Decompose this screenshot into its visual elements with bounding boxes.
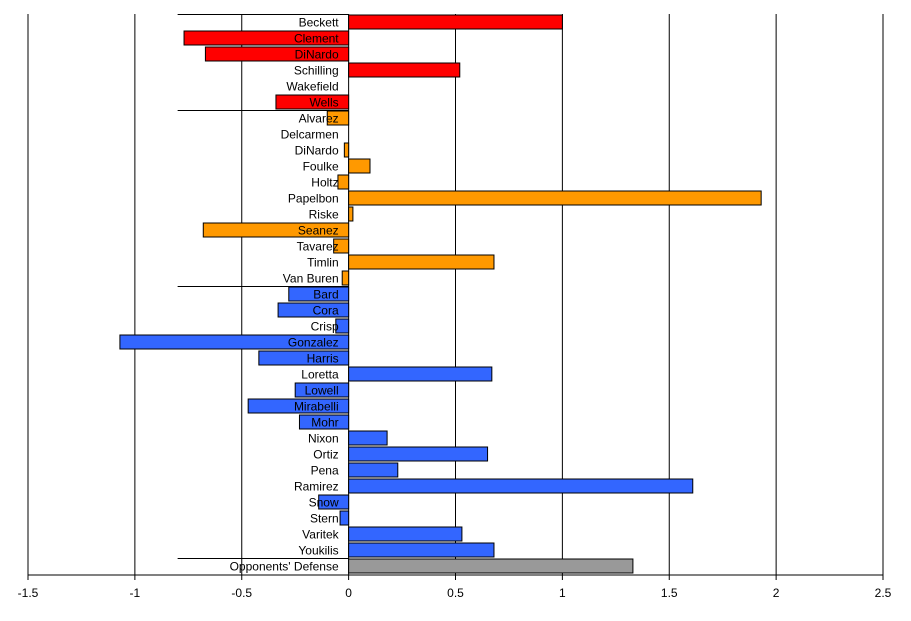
- category-label: Seanez: [298, 224, 339, 238]
- x-tick-label: -0.5: [231, 586, 252, 600]
- bar-mohr: [298, 414, 350, 430]
- bar-loretta: [348, 366, 493, 382]
- category-label: Ortiz: [313, 448, 338, 462]
- bar-ortiz: [348, 446, 489, 462]
- bar-ramirez: [348, 478, 694, 494]
- category-label: Riske: [309, 208, 339, 222]
- bar-lowell: [294, 382, 350, 398]
- bar-dinardo: [204, 46, 350, 62]
- x-tick-label: 1.5: [661, 586, 678, 600]
- x-tick-label: 0: [345, 586, 352, 600]
- bar-gonzalez: [119, 334, 350, 350]
- bar-timlin: [348, 254, 495, 270]
- category-label: Snow: [309, 496, 339, 510]
- bar-van-buren: [341, 270, 350, 286]
- bar-wells: [275, 94, 350, 110]
- bar-opponents-defense: [348, 558, 634, 574]
- bar-dinardo: [343, 142, 350, 158]
- category-label: Foulke: [303, 160, 339, 174]
- category-label: DiNardo: [295, 48, 339, 62]
- category-label: Pena: [311, 464, 339, 478]
- category-label: Stern: [310, 512, 339, 526]
- category-labels: Beckett Clement DiNardo Schilling Wakefield W…: [230, 16, 340, 574]
- bar-youkilis: [348, 542, 495, 558]
- category-label: Wells: [310, 96, 339, 110]
- bar-tavarez: [333, 238, 350, 254]
- bar-mirabelli: [247, 398, 350, 414]
- category-label: Lowell: [305, 384, 339, 398]
- bars: [119, 14, 762, 574]
- bar-pena: [348, 462, 399, 478]
- category-label: Gonzalez: [288, 336, 339, 350]
- category-label: Van Buren: [283, 272, 339, 286]
- category-label: Bard: [313, 288, 338, 302]
- bar-seanez: [202, 222, 350, 238]
- category-label: Delcarmen: [281, 128, 339, 142]
- group-separators: [177, 14, 349, 559]
- category-label: Mohr: [311, 416, 338, 430]
- bar-beckett: [348, 14, 563, 30]
- x-tick-label: -1.5: [18, 586, 39, 600]
- x-tick-label: 1: [559, 586, 566, 600]
- bar-schilling: [348, 62, 461, 78]
- category-label: Tavarez: [297, 240, 339, 254]
- category-label: Alvarez: [299, 112, 339, 126]
- category-label: Wakefield: [286, 80, 338, 94]
- category-label: Loretta: [301, 368, 339, 382]
- bar-harris: [258, 350, 350, 366]
- x-tick-label: -1: [130, 586, 141, 600]
- category-label: Schilling: [294, 64, 339, 78]
- bar-foulke: [348, 158, 371, 174]
- bar-snow: [318, 494, 350, 510]
- x-tick-label: 0.5: [447, 586, 464, 600]
- category-label: Harris: [307, 352, 339, 366]
- bar-riske: [348, 206, 354, 222]
- category-label: Mirabelli: [294, 400, 339, 414]
- category-label: Ramirez: [294, 480, 339, 494]
- x-tick-label: 2: [773, 586, 780, 600]
- bar-holtz: [337, 174, 350, 190]
- category-label: Clement: [294, 32, 339, 46]
- category-label: Holtz: [311, 176, 338, 190]
- category-label: Crisp: [311, 320, 339, 334]
- bar-crisp: [335, 318, 350, 334]
- category-label: Nixon: [308, 432, 339, 446]
- bar-papelbon: [348, 190, 762, 206]
- category-label: Varitek: [302, 528, 339, 542]
- category-label: Opponents' Defense: [230, 560, 339, 574]
- category-label: Youkilis: [298, 544, 338, 558]
- category-label: Timlin: [307, 256, 339, 270]
- bar-clement: [183, 30, 350, 46]
- bar-varitek: [348, 526, 463, 542]
- category-label: Papelbon: [288, 192, 339, 206]
- bar-stern: [339, 510, 350, 526]
- x-axis-ticks: -1.5 -1 -0.5 0 0.5 1 1.5 2 2.5: [18, 575, 892, 600]
- category-label: Beckett: [299, 16, 340, 30]
- category-label: DiNardo: [295, 144, 339, 158]
- bar-cora: [277, 302, 350, 318]
- category-label: Cora: [313, 304, 339, 318]
- bar-nixon: [348, 430, 388, 446]
- x-tick-label: 2.5: [875, 586, 892, 600]
